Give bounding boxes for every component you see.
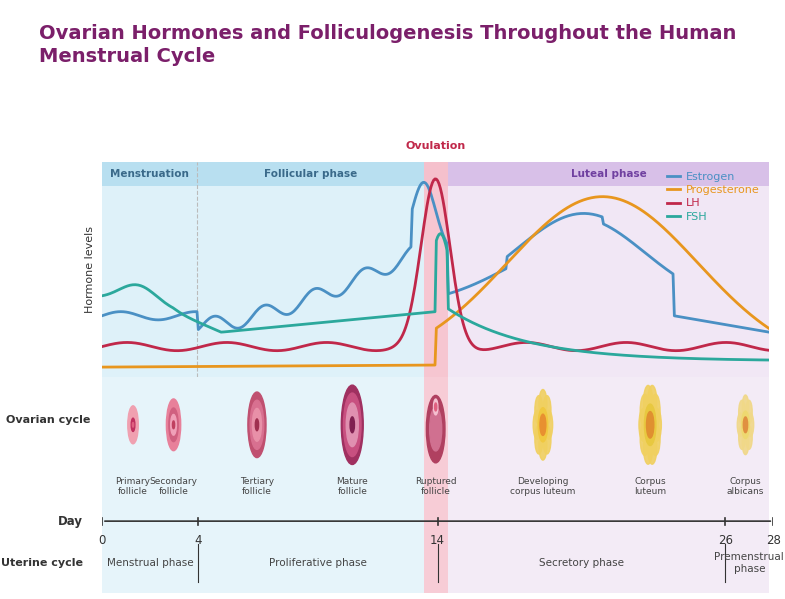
Circle shape <box>641 394 649 427</box>
Legend: Estrogen, Progesterone, LH, FSH: Estrogen, Progesterone, LH, FSH <box>663 167 764 226</box>
Circle shape <box>346 403 358 447</box>
Text: 14: 14 <box>430 534 445 547</box>
Circle shape <box>248 392 266 458</box>
Text: 0: 0 <box>98 534 106 547</box>
Circle shape <box>170 415 177 435</box>
Circle shape <box>739 426 745 449</box>
Bar <box>102 162 197 377</box>
Circle shape <box>639 409 648 441</box>
Circle shape <box>131 418 135 431</box>
Text: 28: 28 <box>766 534 780 547</box>
Circle shape <box>426 395 445 463</box>
Circle shape <box>543 395 551 425</box>
Circle shape <box>433 399 438 415</box>
Circle shape <box>746 426 752 449</box>
Circle shape <box>652 409 661 441</box>
Bar <box>102 377 197 593</box>
Bar <box>197 377 424 593</box>
Circle shape <box>535 425 542 454</box>
Circle shape <box>743 417 747 432</box>
Circle shape <box>533 410 541 439</box>
FancyBboxPatch shape <box>197 162 424 186</box>
Text: Menstrual phase: Menstrual phase <box>107 558 193 568</box>
Circle shape <box>737 413 743 437</box>
Circle shape <box>253 409 261 441</box>
Circle shape <box>250 400 264 449</box>
Circle shape <box>545 410 553 439</box>
Circle shape <box>539 431 547 460</box>
Circle shape <box>344 393 361 456</box>
Circle shape <box>742 395 749 419</box>
Circle shape <box>644 385 652 419</box>
Text: Tertiary
follicle: Tertiary follicle <box>240 477 274 496</box>
Circle shape <box>651 422 660 455</box>
Circle shape <box>746 400 752 424</box>
Bar <box>197 162 424 377</box>
Circle shape <box>166 399 181 450</box>
Text: Ovulation: Ovulation <box>406 141 466 152</box>
Text: Proliferative phase: Proliferative phase <box>268 558 367 568</box>
Circle shape <box>742 411 749 438</box>
Circle shape <box>341 385 363 464</box>
Y-axis label: Hormone levels: Hormone levels <box>85 226 95 313</box>
Text: Mature
follicle: Mature follicle <box>337 477 368 496</box>
Text: Follicular phase: Follicular phase <box>264 169 357 179</box>
Circle shape <box>747 413 754 437</box>
Bar <box>424 162 447 377</box>
Circle shape <box>644 431 652 464</box>
Circle shape <box>535 395 542 425</box>
Circle shape <box>169 408 178 441</box>
Circle shape <box>539 408 548 442</box>
Circle shape <box>540 414 546 435</box>
FancyBboxPatch shape <box>424 162 447 186</box>
Text: Primary
follicle: Primary follicle <box>115 477 151 496</box>
Circle shape <box>539 389 547 418</box>
Text: Secretory phase: Secretory phase <box>539 558 624 568</box>
Bar <box>447 162 769 377</box>
Circle shape <box>648 385 657 419</box>
Circle shape <box>128 406 138 444</box>
Text: Premenstrual
phase: Premenstrual phase <box>714 552 784 574</box>
Circle shape <box>435 403 436 411</box>
Circle shape <box>429 407 442 451</box>
Bar <box>447 377 769 593</box>
Circle shape <box>647 412 654 438</box>
Circle shape <box>644 404 655 446</box>
Text: Uterine cycle: Uterine cycle <box>1 558 83 568</box>
Text: Luteal phase: Luteal phase <box>571 169 646 179</box>
Text: Corpus
luteum: Corpus luteum <box>634 477 666 496</box>
Circle shape <box>543 425 551 454</box>
Text: Day: Day <box>58 515 83 528</box>
Circle shape <box>648 431 657 464</box>
Text: 4: 4 <box>194 534 202 547</box>
Circle shape <box>742 431 749 455</box>
Circle shape <box>173 421 174 429</box>
Circle shape <box>350 417 355 432</box>
Text: Corpus
albicans: Corpus albicans <box>727 477 764 496</box>
Text: Developing
corpus luteum: Developing corpus luteum <box>510 477 575 496</box>
Text: Ovarian Hormones and Folliculogenesis Throughout the Human
Menstrual Cycle: Ovarian Hormones and Folliculogenesis Th… <box>39 24 736 66</box>
Circle shape <box>739 400 745 424</box>
Circle shape <box>255 419 258 431</box>
Text: Secondary
follicle: Secondary follicle <box>149 477 198 496</box>
Text: Menstruation: Menstruation <box>110 169 189 179</box>
Circle shape <box>651 394 660 427</box>
Circle shape <box>641 422 649 455</box>
FancyBboxPatch shape <box>102 162 197 186</box>
FancyBboxPatch shape <box>447 162 769 186</box>
Bar <box>424 377 447 593</box>
Text: Ruptured
follicle: Ruptured follicle <box>414 477 457 496</box>
Text: Ovarian cycle: Ovarian cycle <box>5 416 90 425</box>
Text: 26: 26 <box>717 534 732 547</box>
